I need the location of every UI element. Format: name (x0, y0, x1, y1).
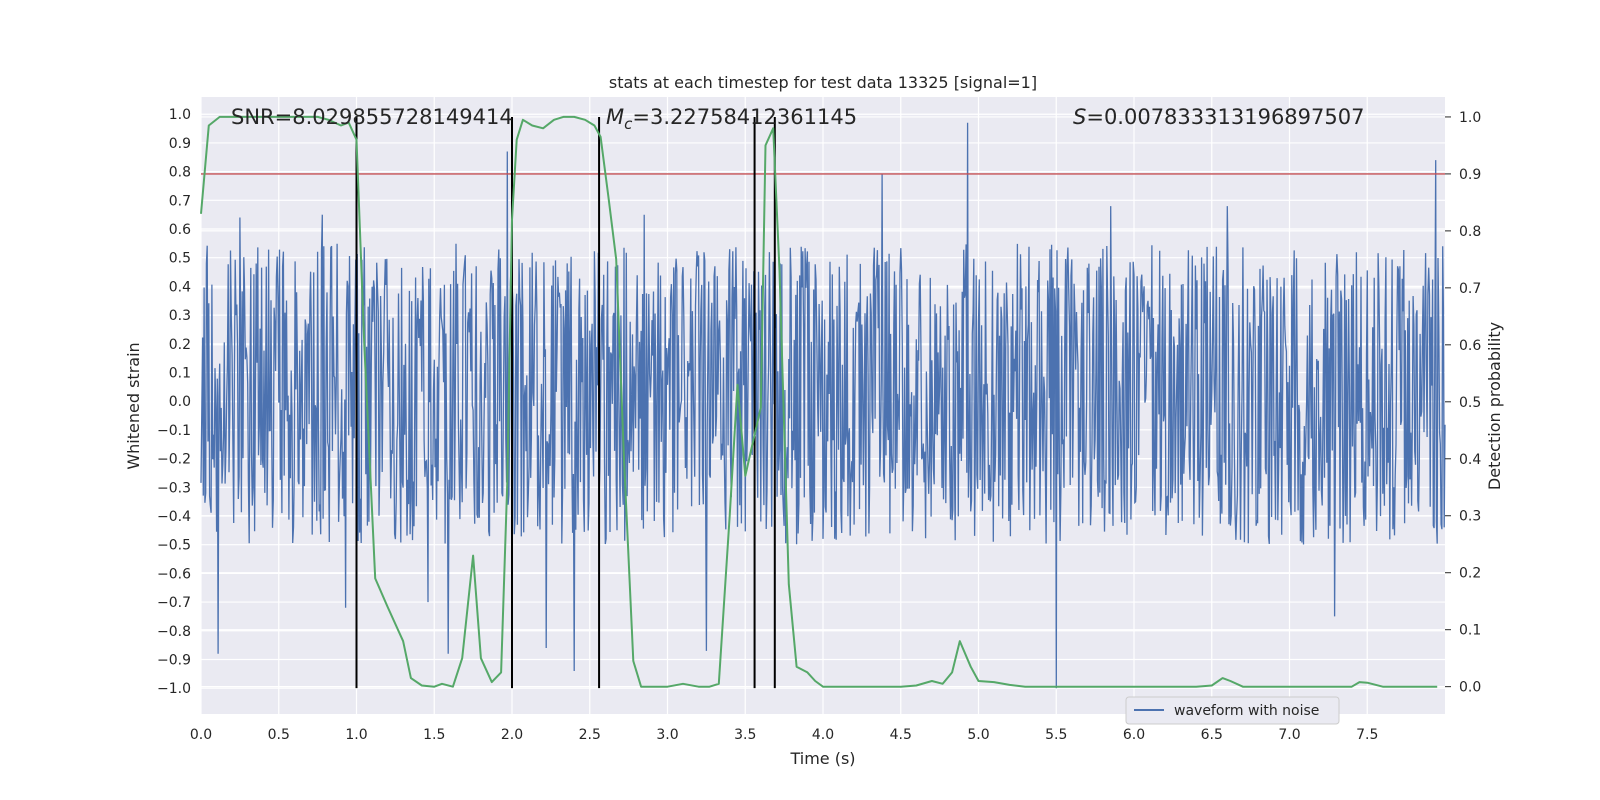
legend: waveform with noise (1125, 696, 1340, 725)
snr-annotation: SNR=8.029855728149414 (231, 105, 513, 129)
y-left-tick-label: −0.6 (157, 566, 191, 582)
x-tick-label: 5.0 (967, 727, 989, 743)
strain-series (200, 122, 1446, 689)
x-tick-label: 2.0 (501, 727, 523, 743)
x-tick-label: 4.5 (890, 727, 912, 743)
y-left-tick-label: −0.5 (157, 538, 191, 554)
x-axis-label: Time (s) (789, 749, 855, 768)
axis-ticks: 0.0 0.5 1.0 1.5 2.0 2.5 3.0 3.5 4.0 4.5 5.0 5.5 6.0 6… (157, 107, 1481, 743)
y-left-tick-label: −0.3 (157, 480, 191, 496)
x-tick-label: 3.0 (656, 727, 678, 743)
y-right-tick-label: 0.2 (1459, 566, 1481, 582)
y-left-tick-label: −1.0 (157, 681, 191, 697)
legend-box (1125, 696, 1340, 725)
y-left-tick-label: −0.1 (157, 423, 191, 439)
chirp-mass-symbol: M (606, 105, 624, 129)
y-right-tick-label: 0.9 (1459, 167, 1481, 183)
x-tick-label: 5.5 (1045, 727, 1067, 743)
y-right-tick-label: 0.4 (1459, 452, 1481, 468)
y-left-tick-label: −0.8 (157, 624, 191, 640)
y-left-tick-label: 0.8 (169, 165, 191, 181)
strain-line (200, 122, 1446, 689)
x-tick-label: 6.5 (1201, 727, 1223, 743)
x-tick-label: 7.5 (1356, 727, 1378, 743)
x-tick-label: 2.5 (579, 727, 601, 743)
y-right-tick-label: 0.8 (1459, 224, 1481, 240)
y-right-tick-label: 0.7 (1459, 281, 1481, 297)
y-right-tick-label: 0.5 (1459, 395, 1481, 411)
y-left-tick-label: 1.0 (169, 107, 191, 123)
y-left-tick-label: 0.5 (169, 251, 191, 267)
y-left-tick-label: 0.6 (169, 222, 191, 238)
chirp-mass-value: =3.22758412361145 (632, 105, 857, 129)
y-left-tick-label: 0.0 (169, 394, 191, 410)
x-tick-label: 3.5 (734, 727, 756, 743)
x-tick-label: 1.5 (423, 727, 445, 743)
y-left-tick-label: −0.7 (157, 595, 191, 611)
x-tick-label: 1.0 (345, 727, 367, 743)
y-left-tick-label: −0.2 (157, 452, 191, 468)
x-tick-label: 7.0 (1278, 727, 1300, 743)
x-tick-label: 0.5 (268, 727, 290, 743)
probability-line (200, 115, 1438, 688)
y-axis-left-label: Whitened strain (124, 342, 143, 469)
y-axis-right-label: Detection probability (1485, 322, 1504, 490)
chirp-mass-annotation: Mc=3.22758412361145 (606, 105, 857, 133)
x-tick-label: 0.0 (190, 727, 212, 743)
s-value: =0.007833313196897507 (1086, 105, 1364, 129)
probability-series (200, 115, 1438, 688)
chirp-mass-subscript: c (624, 115, 633, 133)
y-left-tick-label: 0.2 (169, 337, 191, 353)
y-right-tick-label: 1.0 (1459, 110, 1481, 126)
x-tick-label: 6.0 (1123, 727, 1145, 743)
s-symbol: S (1073, 105, 1086, 129)
x-tick-label: 4.0 (812, 727, 834, 743)
s-annotation: S=0.007833313196897507 (1073, 105, 1364, 129)
chart-title: stats at each timestep for test data 133… (609, 73, 1037, 92)
y-right-tick-label: 0.6 (1459, 338, 1481, 354)
y-left-tick-label: −0.4 (157, 509, 191, 525)
y-left-tick-label: 0.1 (169, 365, 191, 381)
y-right-tick-label: 0.1 (1459, 623, 1481, 639)
y-left-tick-label: 0.7 (169, 193, 191, 209)
y-left-tick-label: 0.4 (169, 279, 191, 295)
legend-label: waveform with noise (1174, 703, 1319, 719)
y-left-tick-label: −0.9 (157, 652, 191, 668)
y-left-tick-label: 0.9 (169, 136, 191, 152)
event-markers (355, 116, 776, 689)
y-right-tick-label: 0.3 (1459, 509, 1481, 525)
y-left-tick-label: 0.3 (169, 308, 191, 324)
y-right-tick-label: 0.0 (1459, 680, 1481, 696)
